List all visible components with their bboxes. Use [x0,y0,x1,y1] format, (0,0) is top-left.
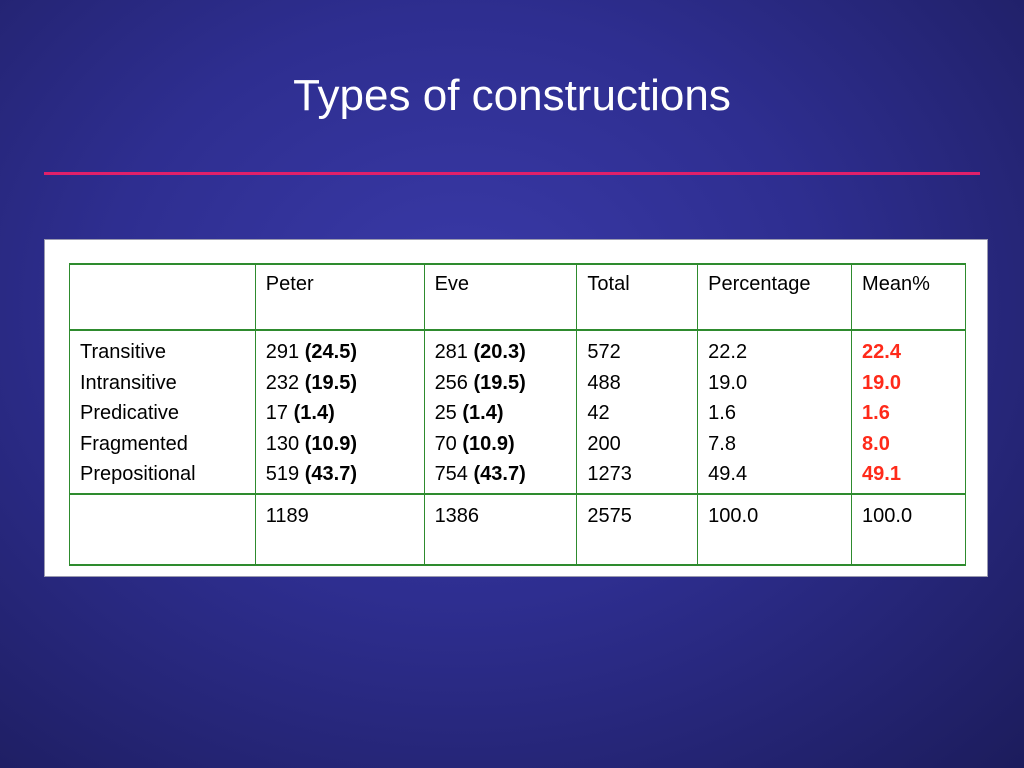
peter-value: 17 (1.4) [266,398,414,429]
row-label: Transitive [80,341,166,363]
percentage-value: 49.4 [708,463,748,485]
peter-value: 232 (19.5) [266,368,414,399]
eve-value: 754 (43.7) [435,459,567,490]
percent: (43.7) [473,463,526,485]
eve-values-cell: 281 (20.3) 256 (19.5) 25 (1.4) 70 (10.9)… [423,330,578,495]
percentage-value: 1.6 [708,402,736,424]
totals-cell-empty [69,494,256,566]
mean-value: 19.0 [862,371,901,394]
mean-value: 8.0 [862,432,890,455]
eve-value: 25 (1.4) [435,398,567,429]
row-label: Fragmented [80,432,188,455]
slide-title: Types of constructions [293,71,731,120]
percent: (1.4) [293,402,335,424]
count: 519 [265,463,300,485]
percentage-value: 22.2 [708,341,748,363]
totals-cell-eve: 1386 [423,494,578,566]
percentage-value: 19.0 [708,371,748,394]
mean-value: 1.6 [862,402,890,424]
header-cell-peter: Peter [254,263,425,331]
count: 232 [265,371,300,394]
count: 281 [434,341,468,363]
table-body-row: Transitive Intransitive Predicative Frag… [69,330,966,495]
constructions-table: Peter Eve Total Percentage Mean% Transit… [69,263,966,566]
totals-cell-total: 2575 [576,494,699,566]
count: 291 [265,341,300,363]
peter-value: 291 (24.5) [266,337,414,368]
count: 256 [434,371,468,394]
percent: (19.5) [304,371,357,394]
peter-value: 519 (43.7) [266,459,414,490]
count: 25 [434,402,457,424]
percentage-value: 7.8 [708,432,736,455]
count: 754 [434,463,468,485]
row-label: Prepositional [80,463,196,485]
count: 70 [434,432,457,455]
table-header-row: Peter Eve Total Percentage Mean% [69,263,966,331]
header-cell-mean: Mean% [851,263,966,331]
percent: (10.9) [304,432,357,455]
mean-value: 22.4 [862,341,901,363]
eve-value: 70 (10.9) [435,429,567,460]
title-divider [44,172,980,175]
row-label: Intransitive [80,371,177,394]
total-values-cell: 572 488 42 200 1273 [576,330,699,495]
construction-labels-cell: Transitive Intransitive Predicative Frag… [69,330,256,495]
totals-cell-percentage: 100.0 [697,494,853,566]
eve-value: 256 (19.5) [435,368,567,399]
total-value: 488 [587,371,621,394]
eve-value: 281 (20.3) [435,337,567,368]
percent: (10.9) [462,432,515,455]
percent: (19.5) [473,371,526,394]
totals-cell-mean: 100.0 [851,494,966,566]
totals-cell-peter: 1189 [254,494,425,566]
total-value: 200 [587,432,621,455]
percent: (24.5) [304,341,357,363]
percentage-values-cell: 22.2 19.0 1.6 7.8 49.4 [697,330,853,495]
total-value: 572 [587,341,621,363]
header-cell-eve: Eve [423,263,578,331]
percent: (20.3) [473,341,526,363]
total-value: 1273 [587,463,632,485]
peter-values-cell: 291 (24.5) 232 (19.5) 17 (1.4) 130 (10.9… [254,330,425,495]
mean-values-cell: 22.4 19.0 1.6 8.0 49.1 [851,330,966,495]
row-label: Predicative [80,402,179,424]
count: 130 [265,432,300,455]
mean-value: 49.1 [862,463,901,485]
peter-value: 130 (10.9) [266,429,414,460]
percent: (1.4) [462,402,504,424]
table-totals-row: 1189 1386 2575 100.0 100.0 [69,494,966,566]
header-cell-empty [69,263,256,331]
header-cell-total: Total [576,263,699,331]
count: 17 [265,402,289,424]
total-value: 42 [587,402,610,424]
table-panel: Peter Eve Total Percentage Mean% Transit… [44,239,988,577]
header-cell-percentage: Percentage [697,263,853,331]
percent: (43.7) [304,463,357,485]
